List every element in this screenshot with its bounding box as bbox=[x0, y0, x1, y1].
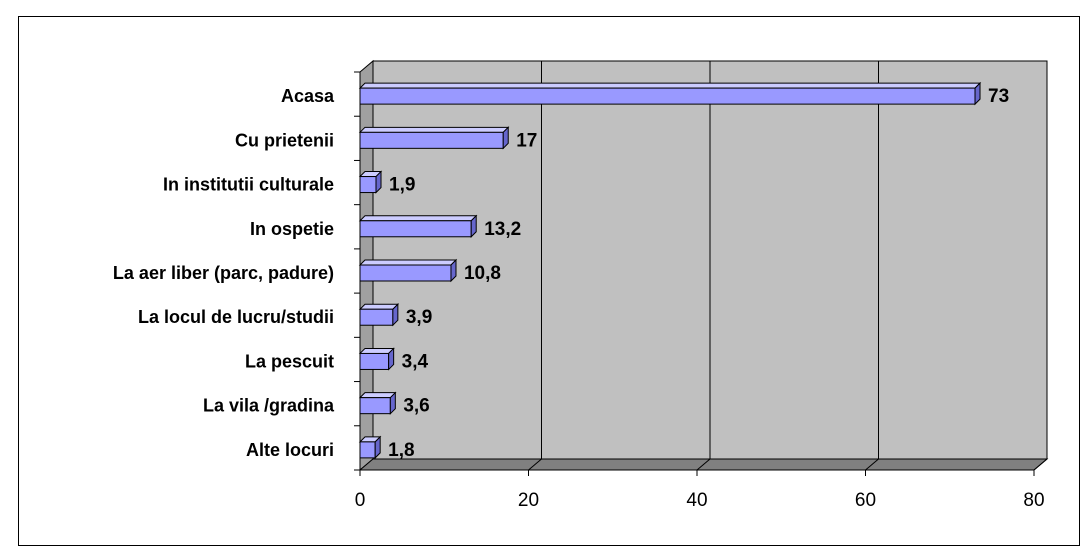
category-label: Alte locuri bbox=[246, 440, 334, 460]
bar-side bbox=[388, 347, 395, 371]
bar-top bbox=[358, 303, 400, 310]
x-tick-label: 0 bbox=[355, 490, 366, 511]
bar bbox=[359, 441, 376, 459]
category-label: Acasa bbox=[281, 86, 335, 106]
data-label: 13,2 bbox=[484, 219, 521, 240]
data-label: 73 bbox=[988, 86, 1009, 107]
bar-side bbox=[470, 214, 477, 238]
floor-gridline bbox=[696, 458, 711, 471]
bar bbox=[359, 264, 452, 282]
data-label: 3,6 bbox=[403, 396, 429, 417]
bar bbox=[359, 352, 390, 370]
category-label: La vila /gradina bbox=[203, 396, 335, 416]
data-label: 10,8 bbox=[464, 263, 501, 284]
x-tick-label: 80 bbox=[1023, 490, 1044, 511]
bar-top bbox=[358, 126, 510, 133]
bar bbox=[359, 220, 472, 238]
data-label: 17 bbox=[516, 130, 537, 151]
data-label: 3,4 bbox=[402, 351, 429, 372]
category-label: In ospetie bbox=[250, 219, 334, 239]
bar-top bbox=[358, 347, 395, 354]
x-tick-label: 20 bbox=[518, 490, 539, 511]
data-label: 1,8 bbox=[388, 440, 414, 461]
bar-top bbox=[358, 82, 982, 89]
x-tick-label: 60 bbox=[855, 490, 876, 511]
bar-top bbox=[358, 215, 478, 222]
bar-side bbox=[389, 391, 396, 415]
category-label: La pescuit bbox=[245, 351, 334, 371]
bar-side bbox=[974, 81, 981, 106]
bar bbox=[359, 131, 504, 149]
bar-side bbox=[392, 303, 399, 327]
category-label: Cu prietenii bbox=[235, 130, 334, 150]
data-label: 3,9 bbox=[406, 307, 432, 328]
bar bbox=[359, 176, 377, 194]
category-label: In institutii culturale bbox=[163, 175, 334, 195]
floor-gridline bbox=[528, 458, 542, 471]
bar-top bbox=[358, 259, 458, 266]
category-label: La aer liber (parc, padure) bbox=[113, 263, 334, 283]
x-tick-label: 40 bbox=[686, 490, 707, 511]
bar-side bbox=[502, 126, 509, 150]
bar-side bbox=[374, 435, 381, 460]
bar bbox=[359, 87, 976, 105]
bar bbox=[359, 397, 391, 415]
bar-side bbox=[375, 170, 382, 194]
category-label: La locul de lucru/studii bbox=[138, 307, 334, 327]
bar-side bbox=[450, 258, 457, 283]
floor-gridline bbox=[865, 458, 879, 471]
floor-gridline bbox=[1033, 458, 1048, 471]
data-label: 1,9 bbox=[389, 175, 415, 196]
bar-top bbox=[358, 392, 397, 399]
bar bbox=[359, 308, 394, 326]
